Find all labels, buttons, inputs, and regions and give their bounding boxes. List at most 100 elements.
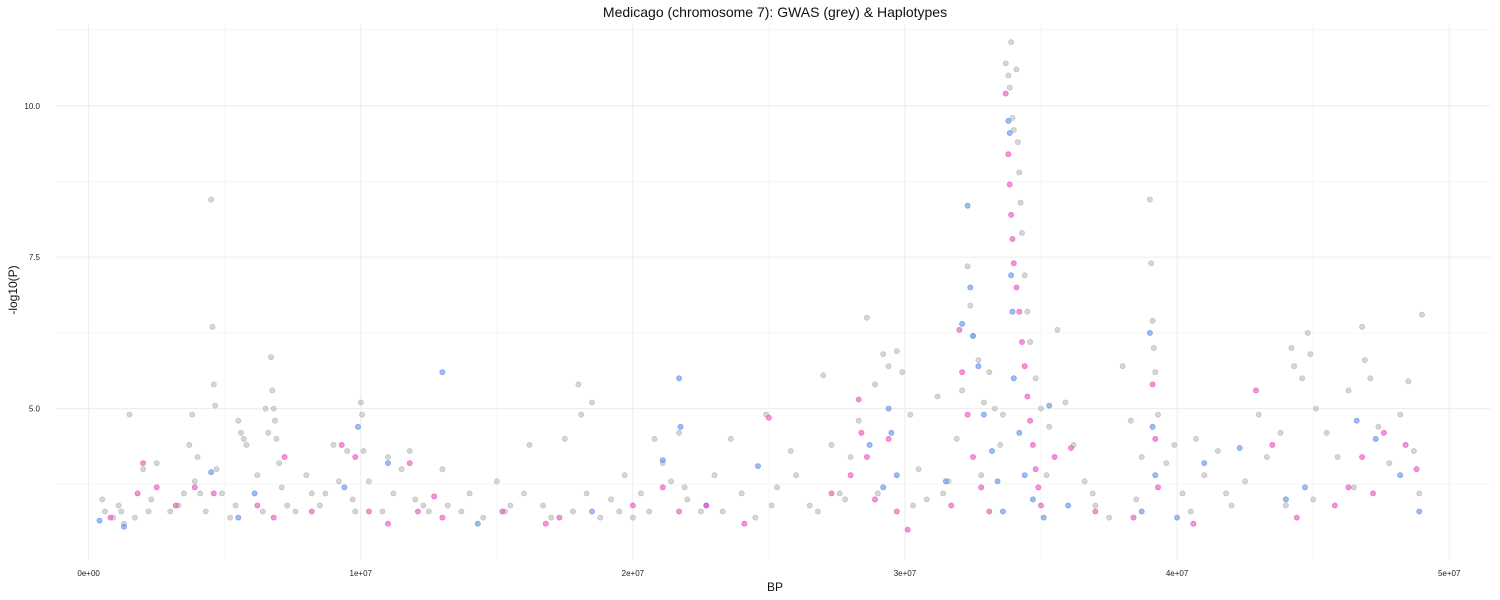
hap_pink-point — [956, 326, 963, 333]
hap_pink-point — [1038, 502, 1044, 509]
hap_blue-point — [1005, 118, 1012, 124]
hap_blue-point — [981, 411, 987, 418]
hap_pink-point — [1370, 490, 1376, 497]
hap_blue-point — [474, 520, 481, 527]
gwas-point — [344, 448, 351, 454]
hap_pink-point — [959, 369, 965, 376]
gwas-point — [959, 387, 965, 394]
gwas-point — [99, 496, 106, 503]
gwas-point — [1089, 490, 1096, 497]
hap_blue-point — [959, 320, 965, 327]
gwas-point — [212, 402, 219, 409]
hap_blue-point — [880, 484, 887, 491]
gwas-point — [1223, 490, 1229, 497]
gwas-point — [1127, 417, 1134, 424]
gwas-point — [806, 502, 813, 509]
hap_blue-point — [1353, 417, 1360, 424]
hap_pink-point — [741, 520, 748, 527]
hap_pink-point — [1092, 508, 1099, 515]
gwas-point — [1163, 460, 1170, 466]
gwas-point — [981, 399, 987, 406]
hap_pink-point — [659, 484, 666, 491]
hap_pink-point — [140, 460, 146, 466]
gwas-point — [1006, 84, 1013, 91]
gwas-point — [651, 435, 658, 442]
gwas-point — [1171, 441, 1178, 448]
gwas-point — [189, 411, 195, 418]
hap_pink-point — [308, 508, 315, 515]
gwas-point — [638, 490, 644, 497]
hap_blue-point — [1030, 496, 1036, 503]
gwas-point — [1359, 323, 1365, 330]
hap_blue-point — [1065, 502, 1072, 509]
hap_pink-point — [970, 454, 976, 460]
gwas-point — [526, 441, 533, 448]
gwas-point — [597, 514, 604, 521]
hap_pink-point — [1006, 181, 1013, 188]
gwas-point — [1005, 72, 1012, 79]
gwas-point — [684, 496, 691, 503]
hap_blue-point — [1000, 508, 1006, 515]
hap_pink-point — [414, 508, 421, 515]
gwas-point — [923, 496, 930, 503]
gwas-point — [1062, 399, 1069, 406]
gwas-point — [1264, 454, 1270, 460]
chart-title: Medicago (chromosome 7): GWAS (grey) & H… — [603, 4, 947, 20]
hap_pink-point — [828, 490, 835, 497]
gwas-point — [359, 411, 365, 418]
gwas-point — [583, 490, 590, 497]
gwas-point — [828, 441, 835, 448]
hap_blue-point — [96, 517, 103, 524]
hap_blue-point — [251, 490, 258, 497]
hap_blue-point — [1010, 375, 1017, 382]
gwas-point — [1148, 260, 1155, 267]
gwas-point — [262, 405, 269, 412]
hap_pink-point — [855, 396, 862, 403]
x-tick-label: 4e+07 — [1166, 569, 1189, 578]
gwas-point — [1323, 429, 1330, 436]
gwas-point — [303, 472, 310, 479]
gwas-point — [668, 478, 674, 485]
gwas-point — [1017, 199, 1024, 206]
hap_pink-point — [1381, 429, 1387, 436]
gwas-point — [210, 381, 217, 388]
gwas-point — [1367, 375, 1374, 382]
hap_blue-point — [355, 423, 361, 430]
hap_pink-point — [1016, 308, 1023, 315]
gwas-point — [269, 387, 276, 394]
gwas-point — [1032, 375, 1039, 382]
gwas-point — [1016, 169, 1023, 176]
gwas-point — [1375, 423, 1382, 430]
gwas-point — [1307, 351, 1314, 357]
hap_pink-point — [964, 411, 971, 418]
gwas-point — [240, 435, 247, 442]
hap_blue-point — [1149, 423, 1156, 430]
hap_pink-point — [1035, 484, 1042, 491]
gwas-point — [738, 490, 745, 497]
gwas-point — [390, 490, 397, 497]
hap_blue-point — [439, 369, 446, 376]
gwas-point — [254, 472, 261, 479]
gwas-point — [202, 508, 209, 515]
gwas-point — [385, 454, 391, 460]
gwas-point — [1152, 369, 1159, 376]
gwas-point — [1283, 502, 1289, 509]
gwas-point — [336, 478, 342, 485]
gwas-point — [1027, 339, 1033, 345]
gwas-point — [570, 508, 576, 515]
gwas-point — [235, 417, 242, 424]
gwas-point — [1193, 435, 1199, 442]
gwas-point — [1405, 378, 1412, 385]
hap_pink-point — [1332, 502, 1338, 509]
hap_blue-point — [967, 284, 974, 291]
points-layer — [96, 39, 1425, 533]
hap_pink-point — [904, 526, 911, 533]
gwas-point — [1419, 311, 1425, 318]
gwas-point — [1228, 502, 1235, 509]
gwas-point — [964, 263, 971, 270]
gwas-point — [1386, 460, 1393, 466]
gwas-point — [208, 196, 214, 203]
gwas-point — [1277, 429, 1284, 436]
hap_pink-point — [1009, 236, 1016, 242]
gwas-point — [197, 490, 204, 497]
